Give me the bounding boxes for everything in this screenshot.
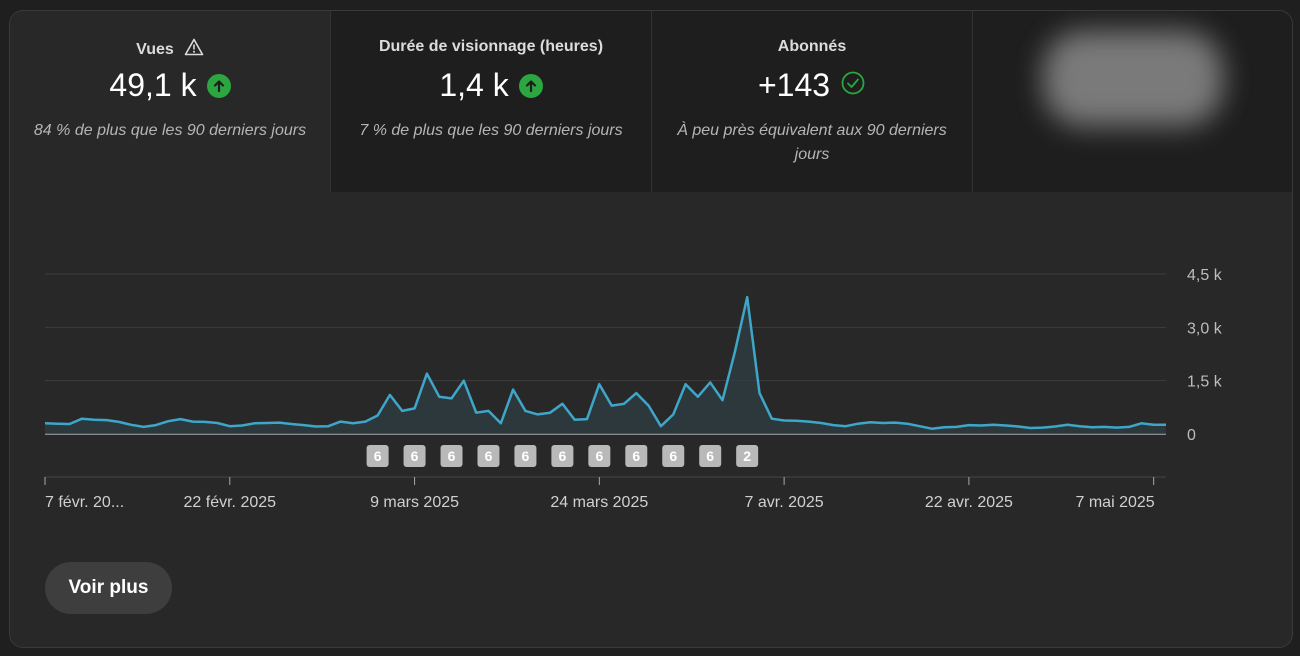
metric-description: 7 % de plus que les 90 derniers jours bbox=[359, 122, 623, 139]
y-tick-label: 3,0 k bbox=[1187, 320, 1223, 337]
upload-marker-count: 6 bbox=[632, 448, 640, 464]
upload-marker-count: 6 bbox=[448, 448, 456, 464]
upload-marker-count: 6 bbox=[558, 448, 566, 464]
upload-marker-badge bbox=[625, 445, 648, 467]
metric-value: +143 bbox=[757, 67, 831, 103]
upload-marker-badge bbox=[662, 445, 685, 467]
warning-icon[interactable] bbox=[184, 38, 204, 61]
x-tick-label: 24 mars 2025 bbox=[550, 494, 648, 511]
upload-marker-badge bbox=[551, 445, 574, 467]
upload-marker-badge bbox=[477, 445, 500, 467]
upload-marker-count: 6 bbox=[374, 448, 382, 464]
upload-marker-badge bbox=[514, 445, 537, 467]
x-tick-label: 7 févr. 20... bbox=[45, 494, 124, 511]
upload-marker-badge bbox=[588, 445, 611, 467]
metric-description: À peu près équivalent aux 90 derniers jo… bbox=[677, 122, 947, 163]
metric-tab-watch-time[interactable]: Durée de visionnage (heures) 1,4 k 7 % d… bbox=[331, 11, 652, 192]
y-tick-label: 0 bbox=[1187, 427, 1196, 444]
metrics-tabs: Vues 49,1 k 84 % de plus que les 90 dern… bbox=[10, 11, 1292, 192]
series-area bbox=[45, 297, 1166, 434]
metric-title: Vues bbox=[136, 40, 174, 58]
metric-description: 84 % de plus que les 90 derniers jours bbox=[33, 122, 307, 139]
upload-marker-count: 6 bbox=[522, 448, 530, 464]
upload-marker-badge bbox=[699, 445, 722, 467]
upload-marker[interactable]: 2 bbox=[736, 445, 759, 467]
upload-marker-badge bbox=[366, 445, 389, 467]
upload-marker-count: 6 bbox=[595, 448, 603, 464]
metric-value: 49,1 k bbox=[109, 67, 197, 103]
check-circle-icon bbox=[840, 67, 866, 104]
arrow-up-circle-icon bbox=[206, 73, 231, 98]
upload-marker-count: 6 bbox=[411, 448, 419, 464]
upload-marker-badge bbox=[440, 445, 463, 467]
upload-marker[interactable]: 6 bbox=[662, 445, 685, 467]
see-more-button[interactable]: Voir plus bbox=[45, 562, 172, 614]
x-tick-label: 9 mars 2025 bbox=[370, 494, 459, 511]
upload-marker-count: 6 bbox=[706, 448, 714, 464]
y-tick-label: 1,5 k bbox=[1187, 374, 1223, 391]
upload-marker[interactable]: 6 bbox=[514, 445, 537, 467]
metric-value: 1,4 k bbox=[439, 67, 509, 103]
metric-title: Abonnés bbox=[777, 38, 847, 55]
x-tick-label: 22 avr. 2025 bbox=[925, 494, 1013, 511]
views-line-chart: 4,5 k 3,0 k 1,5 k 0 6 6 6 6 6 6 6 6 6 6 2 7 févr. 20...… bbox=[44, 267, 1223, 511]
series-line bbox=[44, 295, 1166, 430]
metric-title: Durée de visionnage (heures) bbox=[378, 38, 604, 55]
upload-marker[interactable]: 6 bbox=[625, 445, 648, 467]
upload-marker-badge bbox=[403, 445, 426, 467]
upload-marker-count: 6 bbox=[669, 448, 677, 464]
metric-tab-views[interactable]: Vues 49,1 k 84 % de plus que les 90 dern… bbox=[10, 11, 331, 192]
x-tick-label: 22 févr. 2025 bbox=[184, 494, 277, 511]
upload-marker[interactable]: 6 bbox=[366, 445, 389, 467]
arrow-up-circle-icon bbox=[518, 73, 543, 98]
analytics-card: Vues 49,1 k 84 % de plus que les 90 dern… bbox=[9, 10, 1293, 648]
upload-marker[interactable]: 6 bbox=[699, 445, 722, 467]
upload-marker-count: 6 bbox=[485, 448, 493, 464]
x-tick-label: 7 avr. 2025 bbox=[745, 494, 824, 511]
upload-marker[interactable]: 6 bbox=[440, 445, 463, 467]
upload-marker-count: 2 bbox=[743, 448, 751, 464]
upload-marker-badge bbox=[736, 445, 759, 467]
blurred-content bbox=[1043, 31, 1223, 126]
upload-marker[interactable]: 6 bbox=[403, 445, 426, 467]
x-tick-label: 7 mai 2025 bbox=[1076, 494, 1155, 511]
upload-marker[interactable]: 6 bbox=[551, 445, 574, 467]
upload-marker[interactable]: 6 bbox=[477, 445, 500, 467]
upload-marker[interactable]: 6 bbox=[588, 445, 611, 467]
metric-tab-subscribers[interactable]: Abonnés +143 À peu près équivalent aux 9… bbox=[652, 11, 973, 192]
metric-tab-hidden[interactable] bbox=[973, 11, 1292, 192]
y-tick-label: 4,5 k bbox=[1187, 267, 1223, 284]
